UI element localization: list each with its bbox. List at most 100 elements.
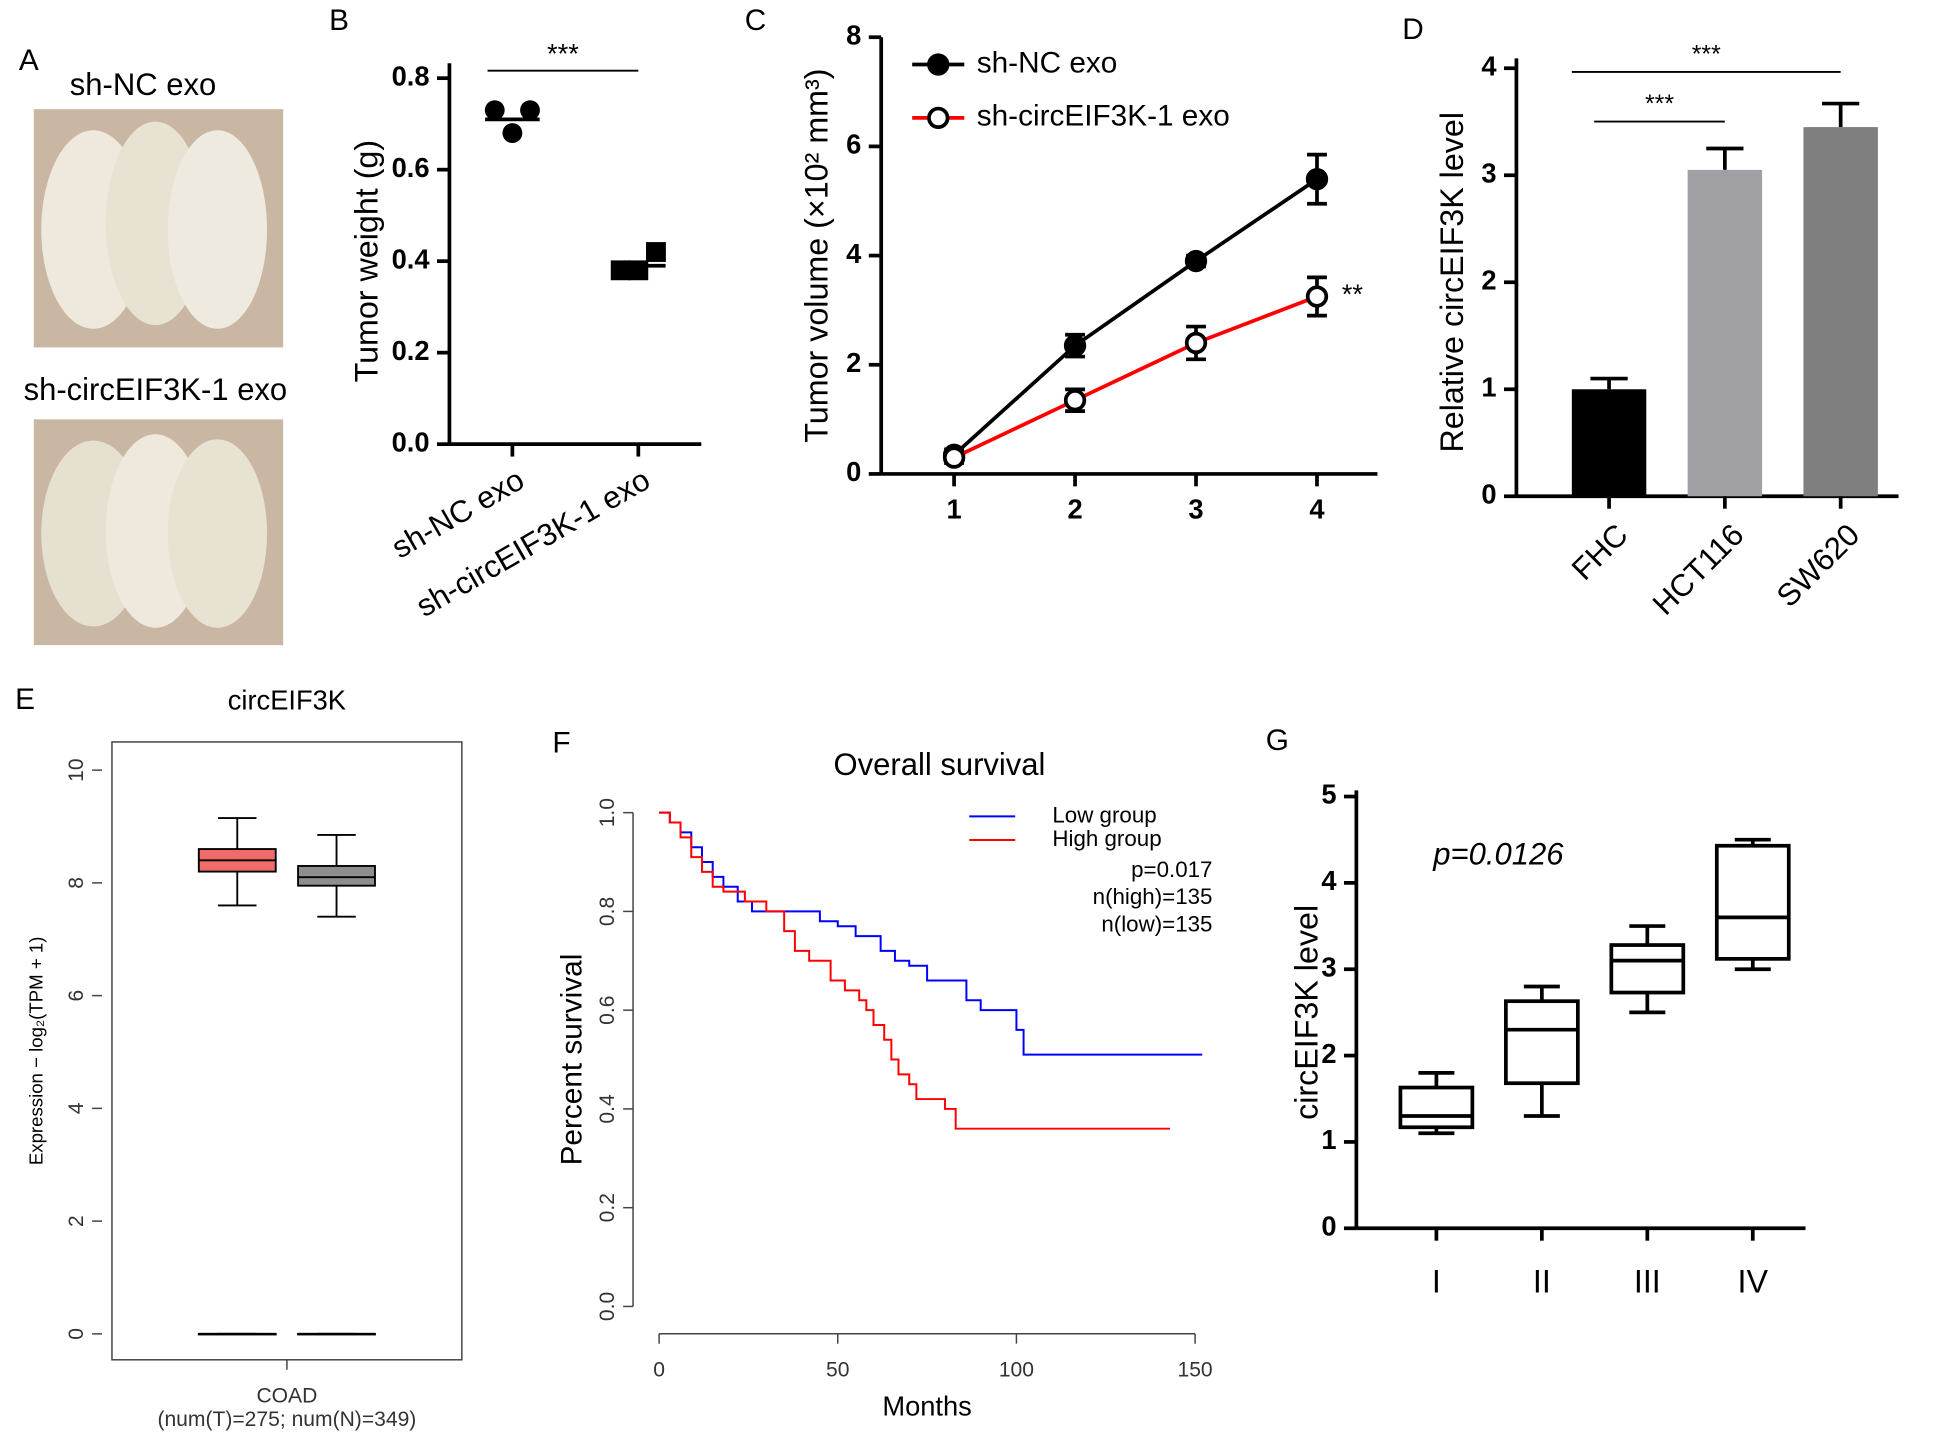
x-tick-label: 150	[1177, 1359, 1212, 1382]
chart-title: Overall survival	[834, 747, 1046, 782]
x-tick-label: I	[1432, 1264, 1441, 1300]
y-tick-label: 0.6	[392, 152, 430, 183]
y-tick-label: 4	[1321, 865, 1337, 896]
y-tick-label: 0.4	[596, 1094, 619, 1124]
whisker	[1629, 924, 1666, 1015]
y-tick-label: 0.4	[392, 243, 431, 274]
marker	[1305, 167, 1329, 191]
marker	[942, 446, 966, 469]
x-tick-label: IV	[1738, 1264, 1769, 1300]
series-line	[953, 294, 1318, 460]
legend-label: Low group	[1052, 802, 1156, 827]
x-tick-label: sh-circEIF3K-1 exo	[410, 462, 656, 624]
legend-label: sh-NC exo	[977, 46, 1118, 79]
annotation: p=0.0126	[1432, 836, 1564, 871]
y-tick-label: 2	[65, 1215, 88, 1227]
y-tick-label: 8	[65, 877, 88, 889]
y-tick-label: 0.0	[392, 426, 430, 457]
plot-frame	[111, 741, 463, 1361]
significance: ***	[1645, 91, 1674, 118]
y-tick-label: 4	[65, 1102, 88, 1114]
marker	[1063, 389, 1087, 412]
whisker	[317, 834, 356, 918]
significance: ***	[547, 38, 579, 69]
x-tick-label: HCT116	[1646, 517, 1751, 622]
dot	[502, 123, 523, 143]
x-tick-label: 2	[1067, 493, 1082, 524]
y-tick-label: 0.0	[596, 1292, 619, 1321]
photo	[33, 109, 284, 348]
marker	[1063, 334, 1087, 357]
x-tick-label: II	[1533, 1264, 1551, 1300]
y-tick-label: 0.2	[596, 1193, 619, 1222]
dot	[520, 100, 540, 121]
y-axis-label: circEIF3K level	[1289, 905, 1325, 1120]
y-tick-label: 0	[65, 1328, 88, 1340]
legend-marker	[927, 53, 950, 76]
panel-label: F	[552, 726, 570, 759]
y-tick-label: 6	[846, 129, 861, 160]
stat-label: p=0.017	[1131, 857, 1212, 882]
y-tick-label: 5	[1321, 779, 1336, 810]
dot	[484, 100, 505, 121]
survival-curve	[659, 811, 1171, 1130]
x-tick-label: 3	[1188, 493, 1203, 524]
y-axis-label: Tumor volume (×10² mm³)	[799, 68, 835, 442]
x-tick-label: III	[1634, 1264, 1661, 1300]
y-tick-label: 1	[1321, 1124, 1336, 1155]
y-axis-label: Tumor weight (g)	[348, 140, 384, 383]
dot	[628, 260, 649, 281]
marker	[1305, 285, 1329, 308]
x-tick-label: 1	[946, 493, 961, 524]
bar	[1571, 389, 1647, 497]
survival-curve	[659, 811, 1203, 1056]
dot	[646, 242, 666, 262]
legend-label: sh-circEIF3K-1 exo	[977, 100, 1230, 133]
series-line	[952, 177, 1319, 457]
chart-title: circEIF3K	[228, 684, 346, 715]
x-tick-label: FHC	[1565, 517, 1635, 587]
y-tick-label: 3	[1321, 951, 1336, 982]
error-bar	[1590, 376, 1628, 390]
y-axis-label: Expression − log₂(TPM + 1)	[25, 937, 46, 1166]
photo-caption: sh-NC exo	[70, 67, 216, 102]
y-tick-label: 0	[1321, 1210, 1336, 1241]
panel-label: C	[745, 4, 767, 37]
x-tick-label: 0	[653, 1359, 665, 1382]
x-axis-label: (num(T)=275; num(N)=349)	[157, 1408, 416, 1431]
box	[1504, 999, 1580, 1086]
photo-caption: sh-circEIF3K-1 exo	[24, 372, 288, 407]
x-tick-label: 100	[999, 1359, 1034, 1382]
bar	[1687, 169, 1763, 497]
significance: ***	[1692, 41, 1721, 68]
marker	[1184, 331, 1208, 355]
x-axis-label: Months	[882, 1390, 971, 1421]
box	[297, 865, 376, 887]
y-tick-label: 0.8	[392, 60, 430, 91]
y-tick-label: 6	[65, 990, 88, 1002]
panel-label: D	[1402, 13, 1423, 46]
x-tick-label: 4	[1309, 493, 1325, 524]
legend-marker	[927, 106, 950, 130]
y-tick-label: 10	[65, 758, 88, 781]
x-tick-label: SW620	[1770, 517, 1867, 614]
whisker	[1418, 1070, 1455, 1136]
y-tick-label: 0	[1481, 478, 1496, 509]
significance: **	[1342, 279, 1364, 310]
y-tick-label: 4	[1481, 50, 1497, 81]
y-tick-label: 2	[1481, 264, 1496, 295]
dot	[610, 260, 631, 281]
box	[1609, 943, 1686, 995]
legend-label: High group	[1052, 826, 1161, 851]
photo	[33, 419, 284, 646]
y-tick-label: 0.8	[596, 897, 619, 926]
x-tick-label: 50	[826, 1359, 849, 1382]
whisker	[1734, 837, 1771, 972]
y-tick-label: 0	[846, 456, 861, 487]
stat-label: n(low)=135	[1101, 911, 1212, 936]
box	[1398, 1085, 1475, 1130]
y-tick-label: 0.2	[392, 335, 430, 366]
y-tick-label: 2	[1321, 1038, 1336, 1069]
y-tick-label: 1.0	[596, 798, 619, 827]
